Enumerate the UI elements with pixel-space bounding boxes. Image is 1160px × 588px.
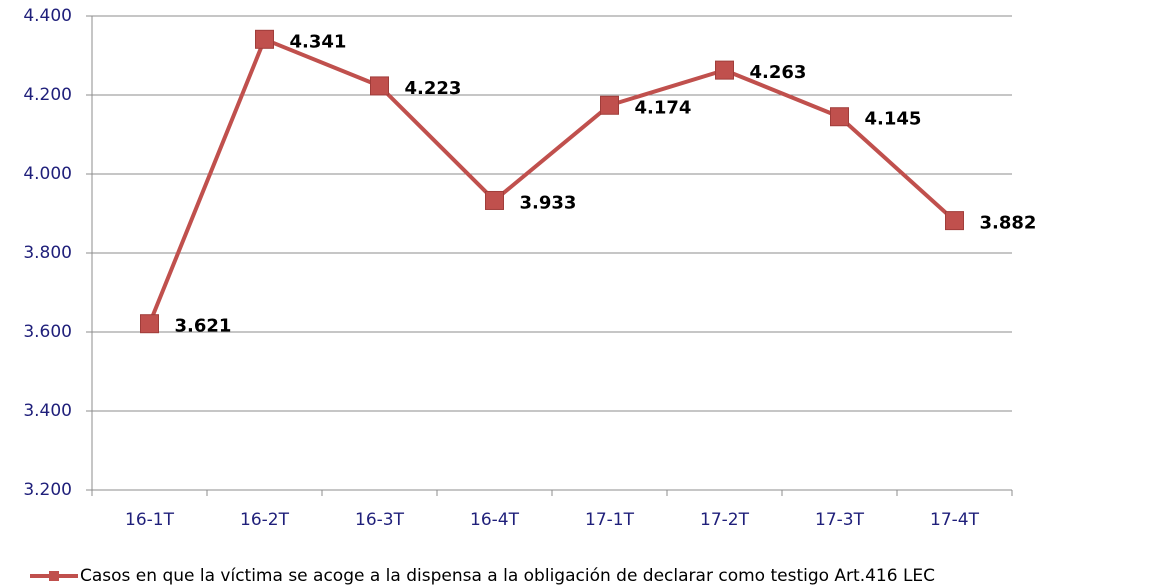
x-tick-label: 17-3T	[815, 510, 865, 530]
line	[147, 37, 956, 325]
data-label: 4.145	[865, 109, 922, 130]
x-tick-label: 16-2T	[240, 510, 290, 530]
marker	[945, 211, 964, 231]
data-label: 3.882	[980, 213, 1037, 234]
y-tick-label: 3.800	[23, 243, 72, 263]
marker	[370, 76, 389, 96]
y-tick-label: 4.200	[23, 85, 72, 105]
legend-label: Casos en que la víctima se acoge a la di…	[80, 566, 935, 586]
data-label: 4.263	[750, 62, 807, 83]
marker	[485, 190, 504, 210]
legend-marker	[49, 571, 59, 581]
x-tick-label: 17-1T	[585, 510, 635, 530]
y-tick-label: 3.600	[23, 322, 72, 342]
y-tick-label: 4.400	[23, 6, 72, 26]
data-label: 3.621	[175, 316, 232, 337]
x-tick-label: 16-3T	[355, 510, 405, 530]
x-tick-label: 16-1T	[125, 510, 175, 530]
marker	[830, 107, 849, 127]
y-tick-label: 3.400	[23, 401, 72, 421]
y-tick-label: 4.000	[23, 164, 72, 184]
x-tick-label: 17-4T	[930, 510, 980, 530]
data-label: 4.341	[290, 31, 347, 52]
marker	[255, 29, 274, 49]
marker	[600, 95, 619, 115]
marker	[140, 314, 159, 334]
marker	[715, 60, 734, 80]
x-tick-label: 17-2T	[700, 510, 750, 530]
y-tick-label: 3.200	[23, 480, 72, 500]
data-label: 4.223	[405, 78, 462, 99]
data-label: 3.933	[520, 192, 577, 213]
x-tick-label: 16-4T	[470, 510, 520, 530]
data-label: 4.174	[635, 97, 692, 118]
